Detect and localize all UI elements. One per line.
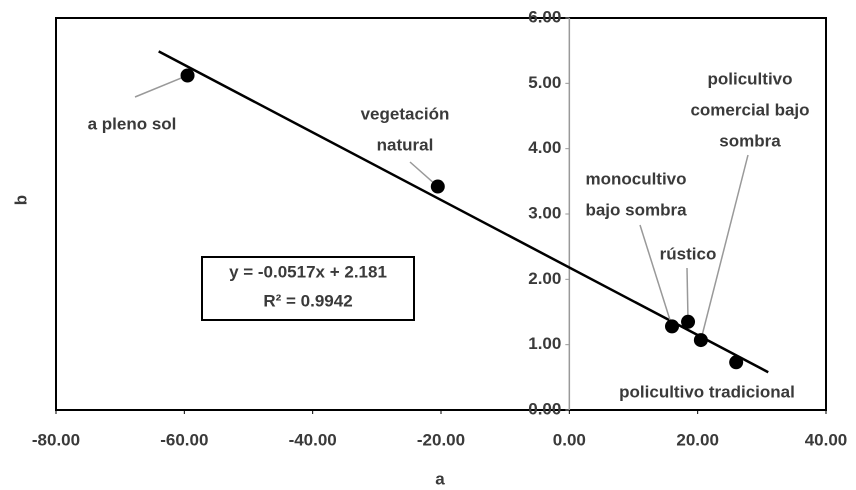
y-tick-label: 6.00 bbox=[528, 7, 561, 26]
point-label: policultivo tradicional bbox=[619, 382, 795, 401]
leader-line bbox=[134, 74, 188, 98]
leader-line bbox=[686, 267, 689, 322]
point bbox=[665, 319, 679, 334]
point bbox=[729, 355, 744, 370]
x-tick-label: 0.00 bbox=[553, 430, 586, 449]
x-tick-label: -60.00 bbox=[160, 430, 208, 449]
x-tick-label: 40.00 bbox=[805, 430, 848, 449]
equation-box bbox=[201, 256, 415, 321]
x-tick-label: 20.00 bbox=[676, 430, 719, 449]
x-axis-label: a bbox=[435, 469, 445, 488]
y-tick-label: 3.00 bbox=[528, 203, 561, 222]
trend-r-squared: R² = 0.9942 bbox=[263, 291, 352, 310]
point bbox=[430, 179, 445, 194]
y-tick-label: 5.00 bbox=[528, 73, 561, 92]
point-label: sombra bbox=[719, 131, 781, 150]
y-tick-label: 1.00 bbox=[528, 334, 561, 353]
y-tick-label: 0.00 bbox=[528, 399, 561, 418]
point-label: vegetación bbox=[361, 104, 450, 123]
point bbox=[681, 314, 696, 329]
leader-line bbox=[639, 224, 673, 327]
x-tick-label: -40.00 bbox=[289, 430, 337, 449]
y-axis-label: b bbox=[11, 195, 30, 205]
point bbox=[693, 333, 708, 348]
trendline bbox=[158, 50, 769, 374]
point-label: bajo sombra bbox=[585, 200, 687, 219]
point bbox=[180, 68, 195, 83]
point-label: natural bbox=[377, 135, 434, 154]
y-tick-label: 4.00 bbox=[528, 138, 561, 157]
y-tick-label: 2.00 bbox=[528, 269, 561, 288]
point-label: monocultivo bbox=[585, 169, 686, 188]
trend-equation: y = -0.0517x + 2.181 bbox=[229, 262, 387, 281]
point-label: a pleno sol bbox=[88, 114, 177, 133]
x-tick-label: -80.00 bbox=[32, 430, 80, 449]
leader-line bbox=[700, 154, 749, 341]
point-label: rústico bbox=[660, 244, 717, 263]
point-label: policultivo bbox=[708, 69, 793, 88]
x-tick-label: -20.00 bbox=[417, 430, 465, 449]
point-label: comercial bajo bbox=[690, 100, 809, 119]
